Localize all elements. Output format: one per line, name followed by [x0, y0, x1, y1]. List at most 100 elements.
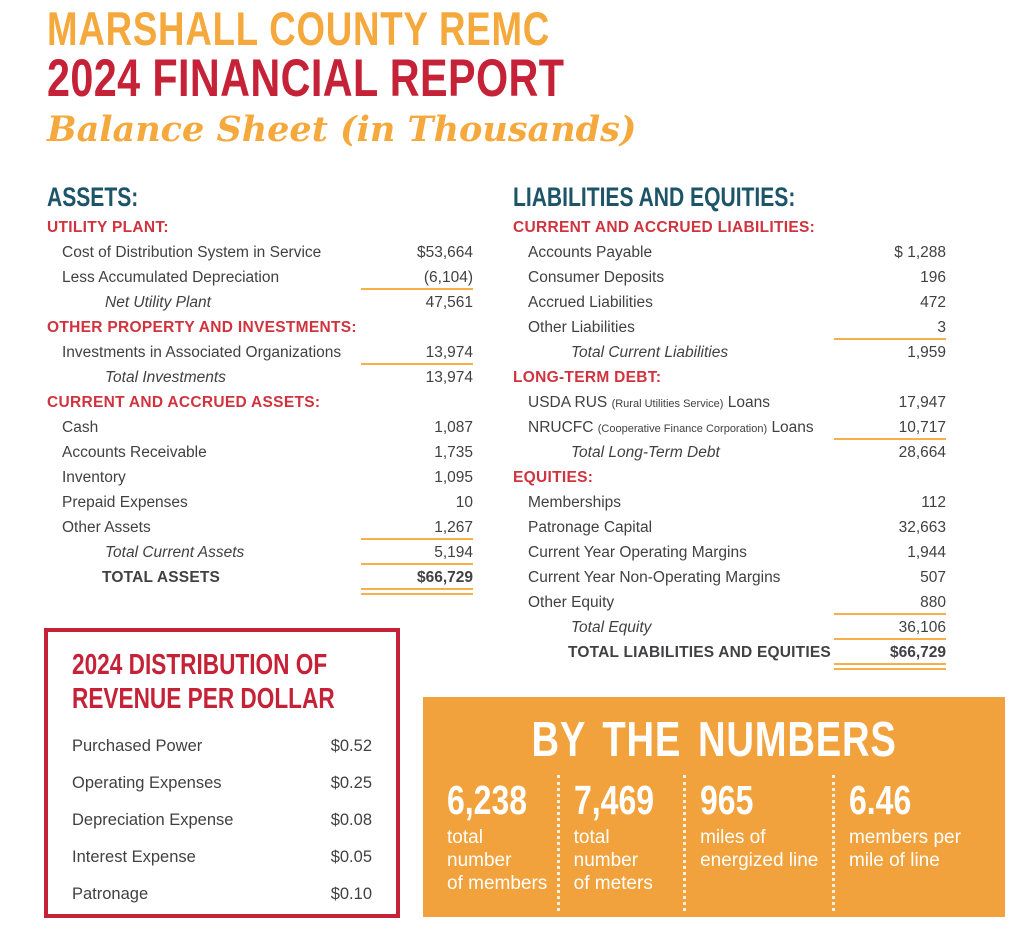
- line-item-label: Cash: [62, 419, 99, 436]
- by-the-numbers-title-text: BY THE NUMBERS: [531, 713, 897, 767]
- revenue-distribution-box: 2024 DISTRIBUTION OF REVENUE PER DOLLAR …: [44, 628, 400, 918]
- assets-column: ASSETS: UTILITY PLANT: Cost of Distribut…: [47, 183, 473, 595]
- revenue-row: Interest Expense $0.05: [72, 839, 372, 876]
- line-item-value: 1,735: [434, 444, 473, 461]
- stat-caption-line1: miles of: [700, 827, 766, 848]
- section-heading-other-property: OTHER PROPERTY AND INVESTMENTS:: [47, 319, 357, 336]
- line-item-value: 196: [920, 269, 946, 286]
- line-item-row: Total Current Assets 5,194: [47, 540, 473, 565]
- stat-caption-line2: mile of line: [848, 850, 940, 871]
- line-item-row: Cost of Distribution System in Service $…: [47, 240, 473, 265]
- revenue-row: Patronage $0.10: [72, 876, 372, 913]
- revenue-label: Interest Expense: [72, 848, 196, 866]
- line-item-label: Other Liabilities: [528, 319, 635, 336]
- revenue-title-line1-text: 2024 DISTRIBUTION OF: [72, 649, 328, 681]
- liabilities-title: LIABILITIES AND EQUITIES:: [513, 183, 946, 215]
- by-the-numbers-title: BY THE NUMBERS: [423, 713, 1005, 767]
- line-item-label: Inventory: [62, 469, 126, 486]
- line-item-label: Total Current Liabilities: [571, 344, 729, 361]
- stat-value-text: 7,469: [573, 777, 654, 823]
- report-header: MARSHALL COUNTY REMC 2024 FINANCIAL REPO…: [47, 4, 710, 155]
- stat-caption: total number of meters: [574, 826, 677, 895]
- line-item-row: USDA RUS (Rural Utilities Service) Loans…: [513, 390, 946, 415]
- line-item-value: 472: [920, 294, 946, 311]
- line-item-label: Accounts Payable: [528, 244, 653, 261]
- liabilities-column: LIABILITIES AND EQUITIES: CURRENT AND AC…: [513, 183, 946, 670]
- revenue-value: $0.08: [330, 811, 372, 829]
- report-subtitle: Balance Sheet (in Thousands): [47, 109, 637, 150]
- stat-item-members-per-mile: 6.46 members per mile of line: [831, 775, 995, 911]
- line-item-value: 880: [834, 590, 946, 615]
- line-item-row: Consumer Deposits 196: [513, 265, 946, 290]
- revenue-value: $0.25: [330, 774, 372, 792]
- total-liabilities-row: TOTAL LIABILITIES AND EQUITIES $66,729: [513, 640, 946, 670]
- loan-suffix: Loans: [771, 419, 814, 436]
- revenue-rows: Purchased Power $0.52 Operating Expenses…: [72, 728, 372, 913]
- line-item-value: 36,106: [834, 615, 946, 640]
- revenue-row: Depreciation Expense $0.08: [72, 802, 372, 839]
- total-liabilities-value: $66,729: [834, 640, 946, 670]
- stat-caption: miles of energized line: [700, 826, 826, 872]
- line-item-value: 5,194: [361, 540, 473, 565]
- by-the-numbers-box: BY THE NUMBERS 6,238 total number of mem…: [423, 697, 1005, 917]
- line-item-value: 507: [920, 569, 946, 586]
- line-item-row: Inventory 1,095: [47, 465, 473, 490]
- line-item-label: Investments in Associated Organizations: [62, 344, 342, 361]
- assets-title: ASSETS:: [47, 183, 473, 215]
- line-item-row: Total Current Liabilities 1,959: [513, 340, 946, 365]
- loan-name: NRUCFC: [528, 419, 594, 436]
- stat-caption: members per mile of line: [849, 826, 989, 872]
- line-item-row: NRUCFC (Cooperative Finance Corporation)…: [513, 415, 946, 440]
- line-item-label: Net Utility Plant: [105, 294, 211, 311]
- revenue-label: Depreciation Expense: [72, 811, 234, 829]
- line-item-value: 28,664: [898, 444, 946, 461]
- revenue-label: Operating Expenses: [72, 774, 222, 792]
- line-item-label: NRUCFC (Cooperative Finance Corporation)…: [513, 415, 834, 440]
- stat-caption-line1: total number: [447, 827, 512, 871]
- section-heading-long-term-debt: LONG-TERM DEBT:: [513, 369, 662, 386]
- line-item-row: Accounts Receivable 1,735: [47, 440, 473, 465]
- liabilities-title-text: LIABILITIES AND EQUITIES:: [513, 182, 796, 212]
- report-title: 2024 FINANCIAL REPORT: [47, 52, 710, 105]
- line-item-row: Patronage Capital 32,663: [513, 515, 946, 540]
- line-item-value: (6,104): [361, 265, 473, 290]
- company-name-heading: MARSHALL COUNTY REMC: [47, 4, 710, 53]
- stat-value: 6,238: [447, 777, 551, 823]
- stat-caption-line2: energized line: [700, 850, 819, 871]
- line-item-label: Other Assets: [62, 519, 151, 536]
- loan-note: (Rural Utilities Service): [611, 398, 724, 410]
- stat-value-text: 6.46: [848, 777, 912, 823]
- loan-suffix: Loans: [727, 394, 770, 411]
- loan-name: USDA RUS: [528, 394, 608, 411]
- line-item-label: Total Investments: [105, 369, 226, 386]
- line-item-label: Other Equity: [528, 594, 615, 611]
- revenue-title-line1: 2024 DISTRIBUTION OF: [72, 648, 372, 682]
- revenue-title-line2-text: REVENUE PER DOLLAR: [72, 683, 335, 715]
- stat-caption-line2: of meters: [573, 873, 653, 894]
- total-assets-value: $66,729: [361, 565, 473, 595]
- revenue-value: $0.52: [330, 737, 372, 755]
- stat-caption-line2: of members: [447, 873, 548, 894]
- stat-value: 7,469: [574, 777, 677, 823]
- revenue-box-title: 2024 DISTRIBUTION OF REVENUE PER DOLLAR: [72, 648, 372, 716]
- line-item-value: $53,664: [416, 244, 473, 261]
- line-item-row: Total Investments 13,974: [47, 365, 473, 390]
- line-item-row: Memberships 112: [513, 490, 946, 515]
- revenue-label: Purchased Power: [72, 737, 203, 755]
- line-item-row: Other Equity 880: [513, 590, 946, 615]
- line-item-row: Current Year Non-Operating Margins 507: [513, 565, 946, 590]
- stat-value: 6.46: [849, 777, 989, 823]
- revenue-row: Purchased Power $0.52: [72, 728, 372, 765]
- line-item-value: 32,663: [898, 519, 946, 536]
- section-heading-utility-plant: UTILITY PLANT:: [47, 219, 169, 236]
- line-item-label: Consumer Deposits: [528, 269, 665, 286]
- line-item-value: 3: [834, 315, 946, 340]
- line-item-row: Total Long-Term Debt 28,664: [513, 440, 946, 465]
- stat-value: 965: [700, 777, 826, 823]
- line-item-row: Net Utility Plant 47,561: [47, 290, 473, 315]
- total-assets-row: TOTAL ASSETS $66,729: [47, 565, 473, 595]
- line-item-label: Less Accumulated Depreciation: [62, 269, 280, 286]
- line-item-value: 10,717: [834, 415, 946, 440]
- revenue-value: $0.10: [330, 885, 372, 903]
